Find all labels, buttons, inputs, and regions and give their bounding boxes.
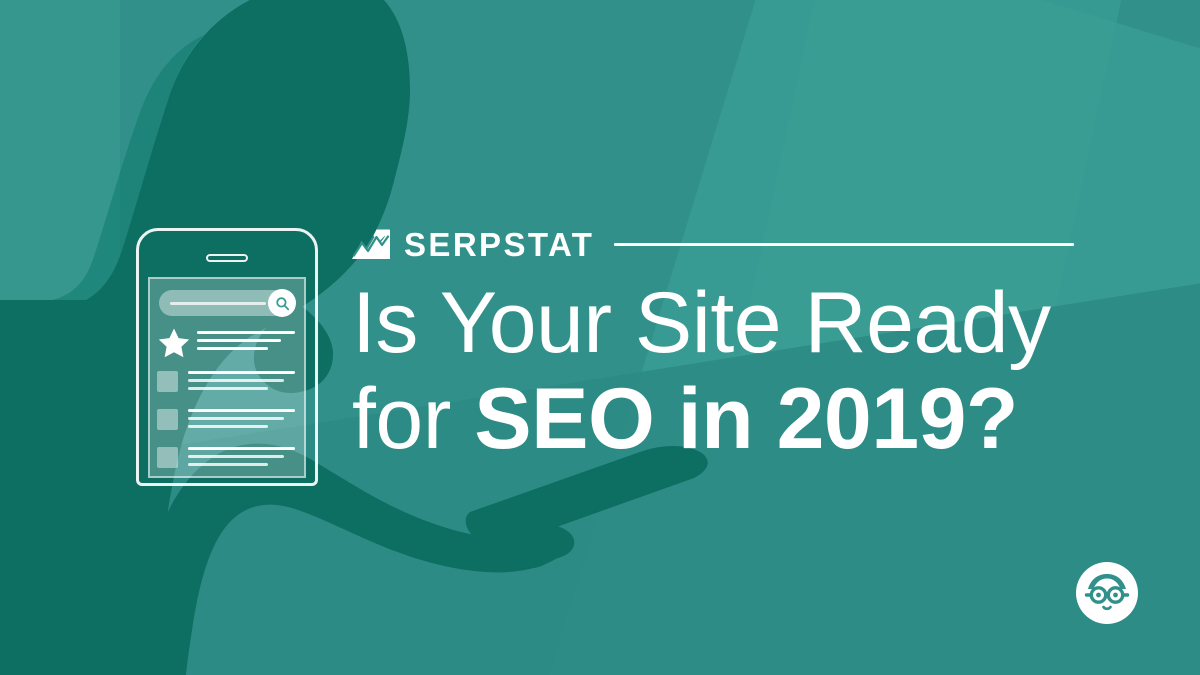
background-left-panel [0,0,120,300]
headline-line-2-light: for [352,371,475,467]
list-item-lines [188,409,295,433]
results-list [157,371,295,476]
phone-illustration [136,228,318,486]
star-icon [158,328,190,358]
thumbnail-placeholder [157,409,178,430]
search-button[interactable] [268,289,296,317]
featured-result [157,327,295,365]
phone-speaker-slot [206,254,248,262]
owl-logo[interactable] [1076,562,1138,624]
brand-divider-rule [614,243,1074,246]
brand-lockup: SERPSTAT [352,228,1092,261]
thumbnail-placeholder [157,371,178,392]
phone-body [136,228,318,486]
mountain-chart-arrow-icon [352,229,390,259]
search-magnifier-icon [275,296,289,310]
brand-name: SERPSTAT [404,226,595,263]
owl-face-icon [1076,562,1138,624]
thumbnail-placeholder [157,447,178,468]
list-item[interactable] [157,409,295,439]
content-column: SERPSTAT Is Your Site Ready for SEO in 2… [352,0,1092,675]
search-input[interactable] [159,289,296,317]
headline-line-1: Is Your Site Ready [352,275,1051,371]
featured-result-lines [197,331,295,355]
search-input-placeholder-line [170,302,266,305]
list-item-lines [188,371,295,395]
phone-screen [148,277,306,478]
headline-line-2: for SEO in 2019? [352,371,1092,467]
headline-line-2-bold: SEO in 2019? [474,371,1018,467]
page-title: Is Your Site Ready for SEO in 2019? [352,275,1092,467]
list-item-lines [188,447,295,471]
list-item[interactable] [157,447,295,476]
list-item[interactable] [157,371,295,401]
